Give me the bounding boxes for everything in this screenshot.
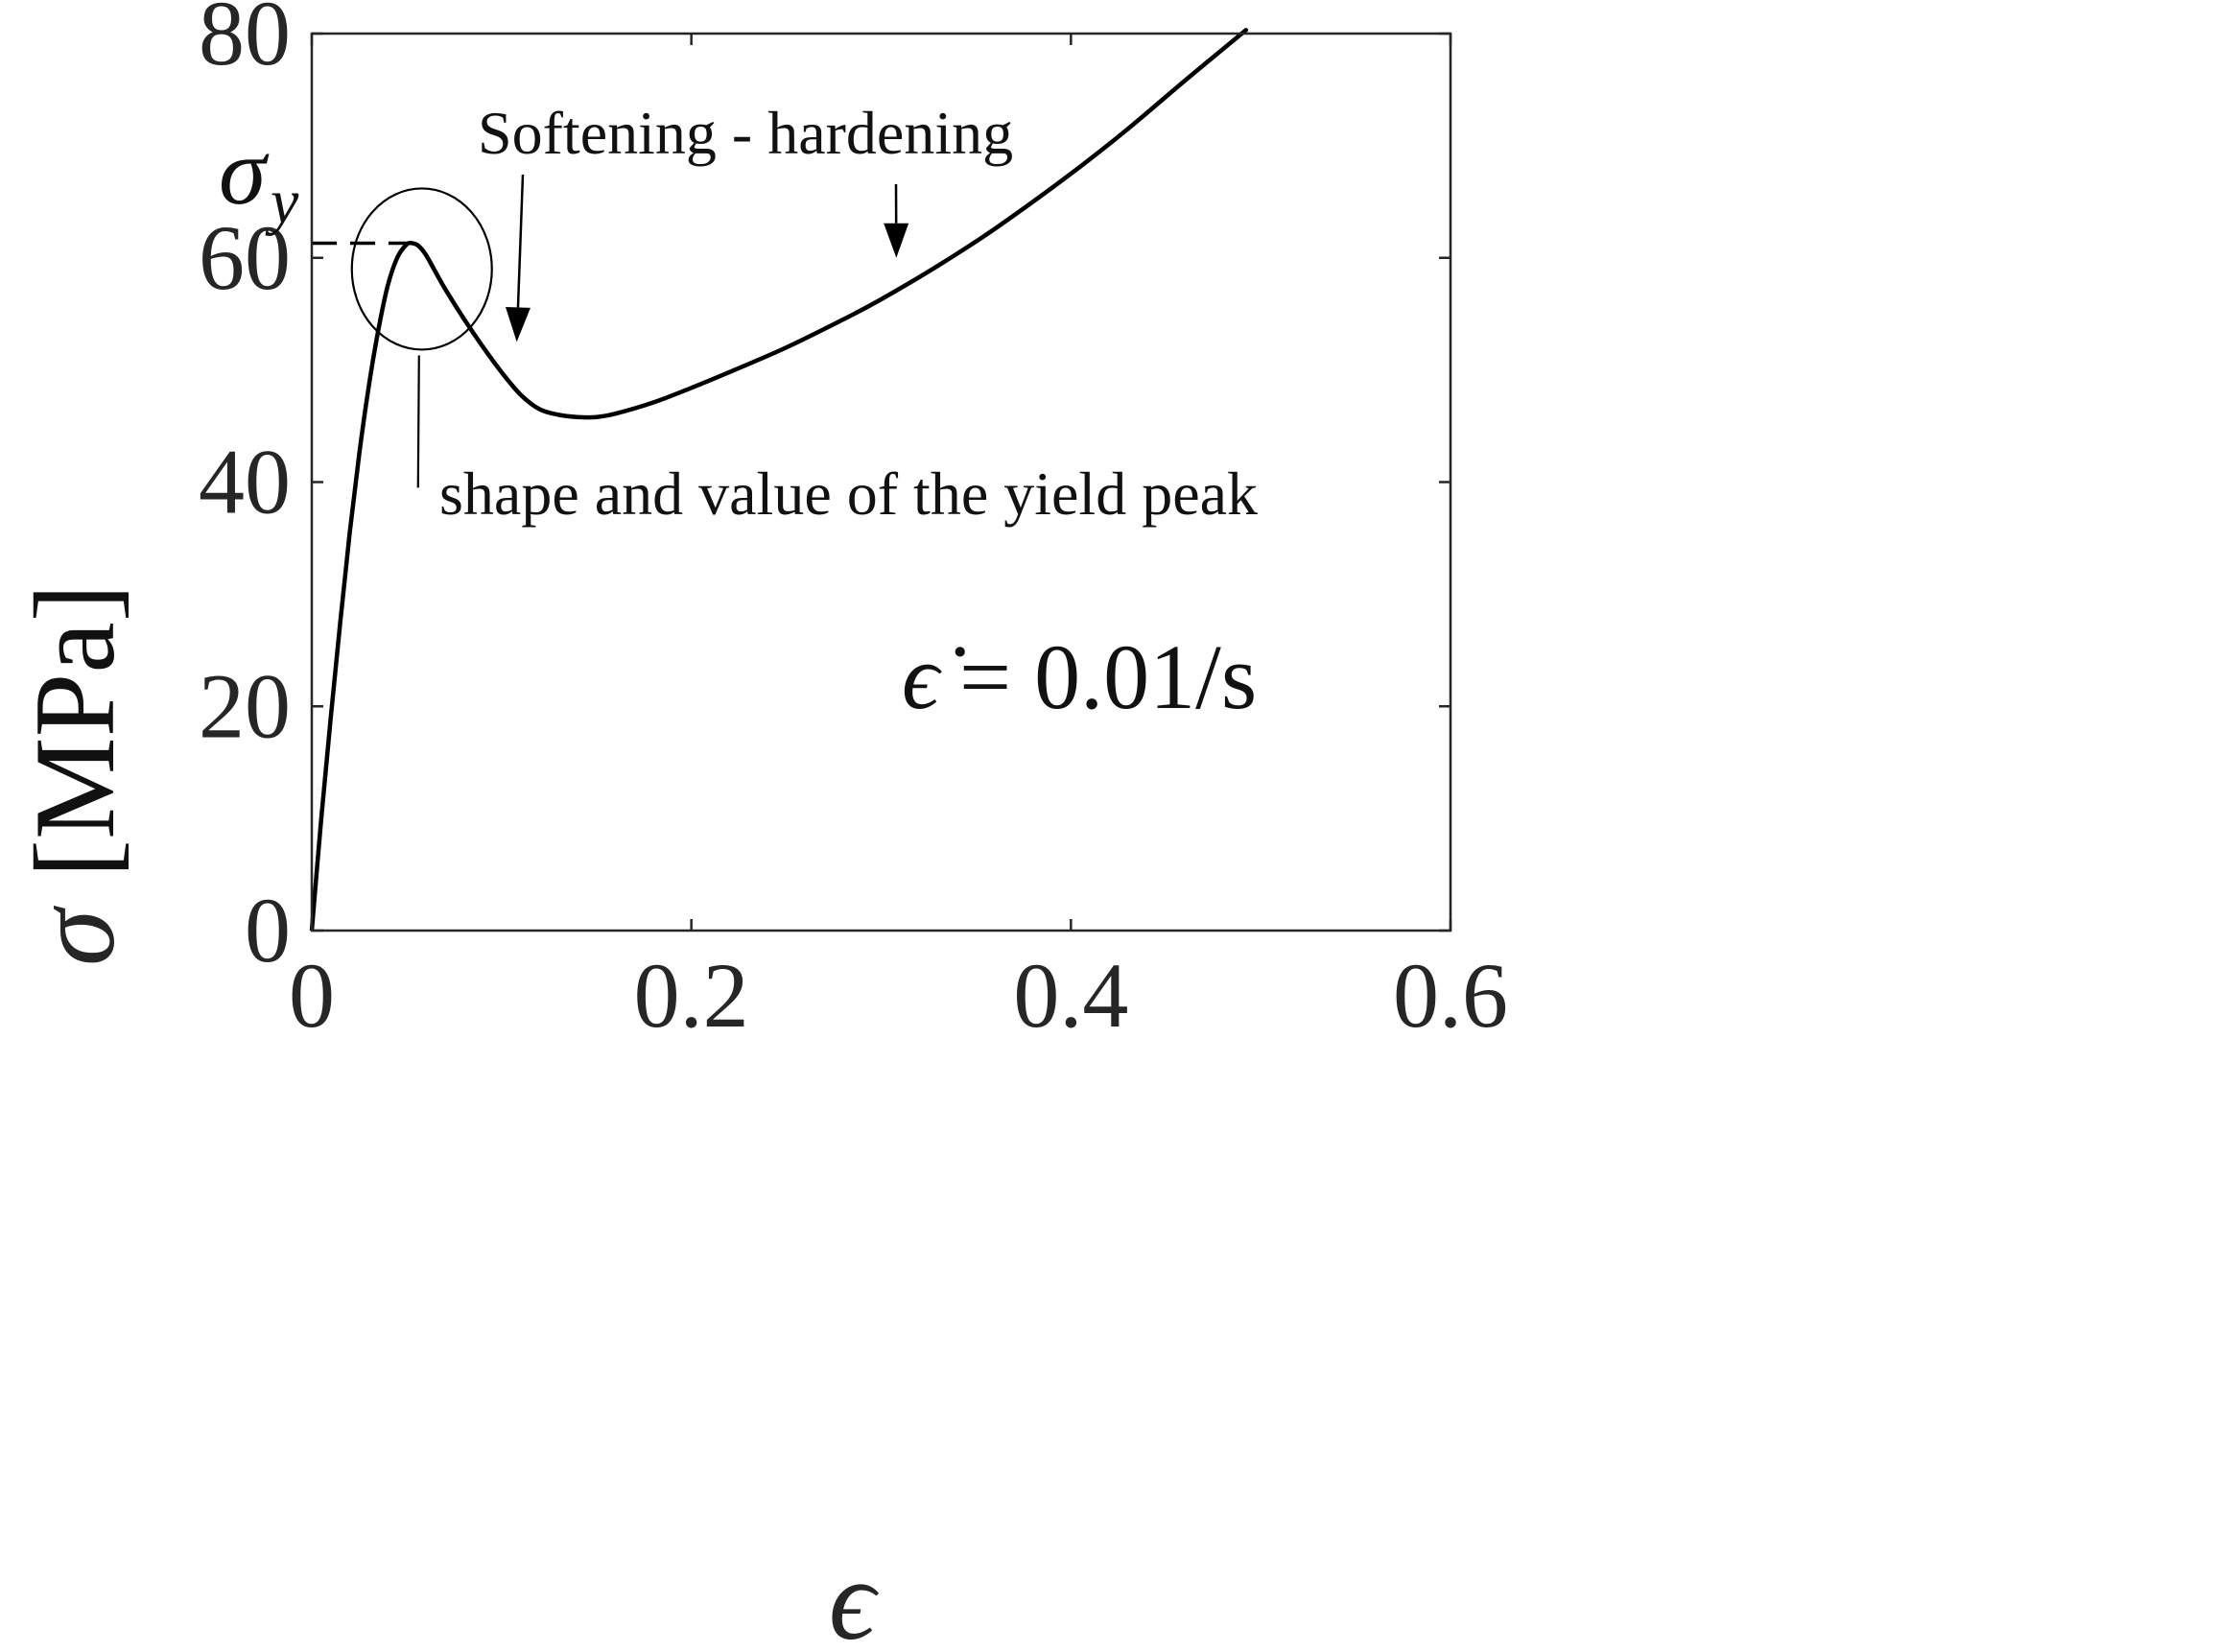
- hardening-arrow: [884, 183, 909, 258]
- strain-rate-symbol: ϵ̇: [902, 625, 966, 728]
- y-axis-label: σ [MPa]: [11, 583, 138, 966]
- strain-rate-label: ϵ̇ = 0.01/s: [902, 625, 1257, 728]
- x-tick-label: 0: [289, 944, 335, 1047]
- yield-peak-label: shape and value of the yield peak: [439, 460, 1258, 528]
- y-tick-label: 0: [245, 879, 291, 981]
- axes-box: [310, 32, 1452, 932]
- x-axis-label: ϵ: [829, 1536, 880, 1652]
- y-tick-label: 60: [199, 206, 291, 309]
- x-tick-label: 0.6: [1393, 944, 1508, 1047]
- y-tick-label: 40: [199, 431, 291, 533]
- x-tick-label: 0.4: [1013, 944, 1128, 1047]
- x-tick-labels: 0 0.2 0.4 0.6: [289, 944, 1508, 1047]
- yield-stress-label: σ y: [219, 118, 299, 237]
- y-tick-label: 20: [199, 654, 291, 757]
- strain-rate-value: = 0.01/s: [959, 625, 1257, 728]
- yield-subscript: y: [265, 167, 299, 237]
- y-tick-labels: 0 20 40 60 80: [199, 0, 291, 981]
- yield-peak-circle: [350, 187, 493, 351]
- y-axis-unit: [MPa]: [11, 583, 138, 878]
- stress-strain-curve: [309, 28, 1248, 932]
- softening-arrow: [505, 174, 531, 342]
- yield-peak-pointer-line: [416, 355, 420, 488]
- y-axis-symbol: σ: [11, 906, 138, 966]
- y-tick-label: 80: [199, 0, 291, 84]
- softening-hardening-label: Softening - hardening: [478, 99, 1013, 167]
- x-tick-label: 0.2: [634, 944, 749, 1047]
- yield-symbol: σ: [219, 118, 270, 224]
